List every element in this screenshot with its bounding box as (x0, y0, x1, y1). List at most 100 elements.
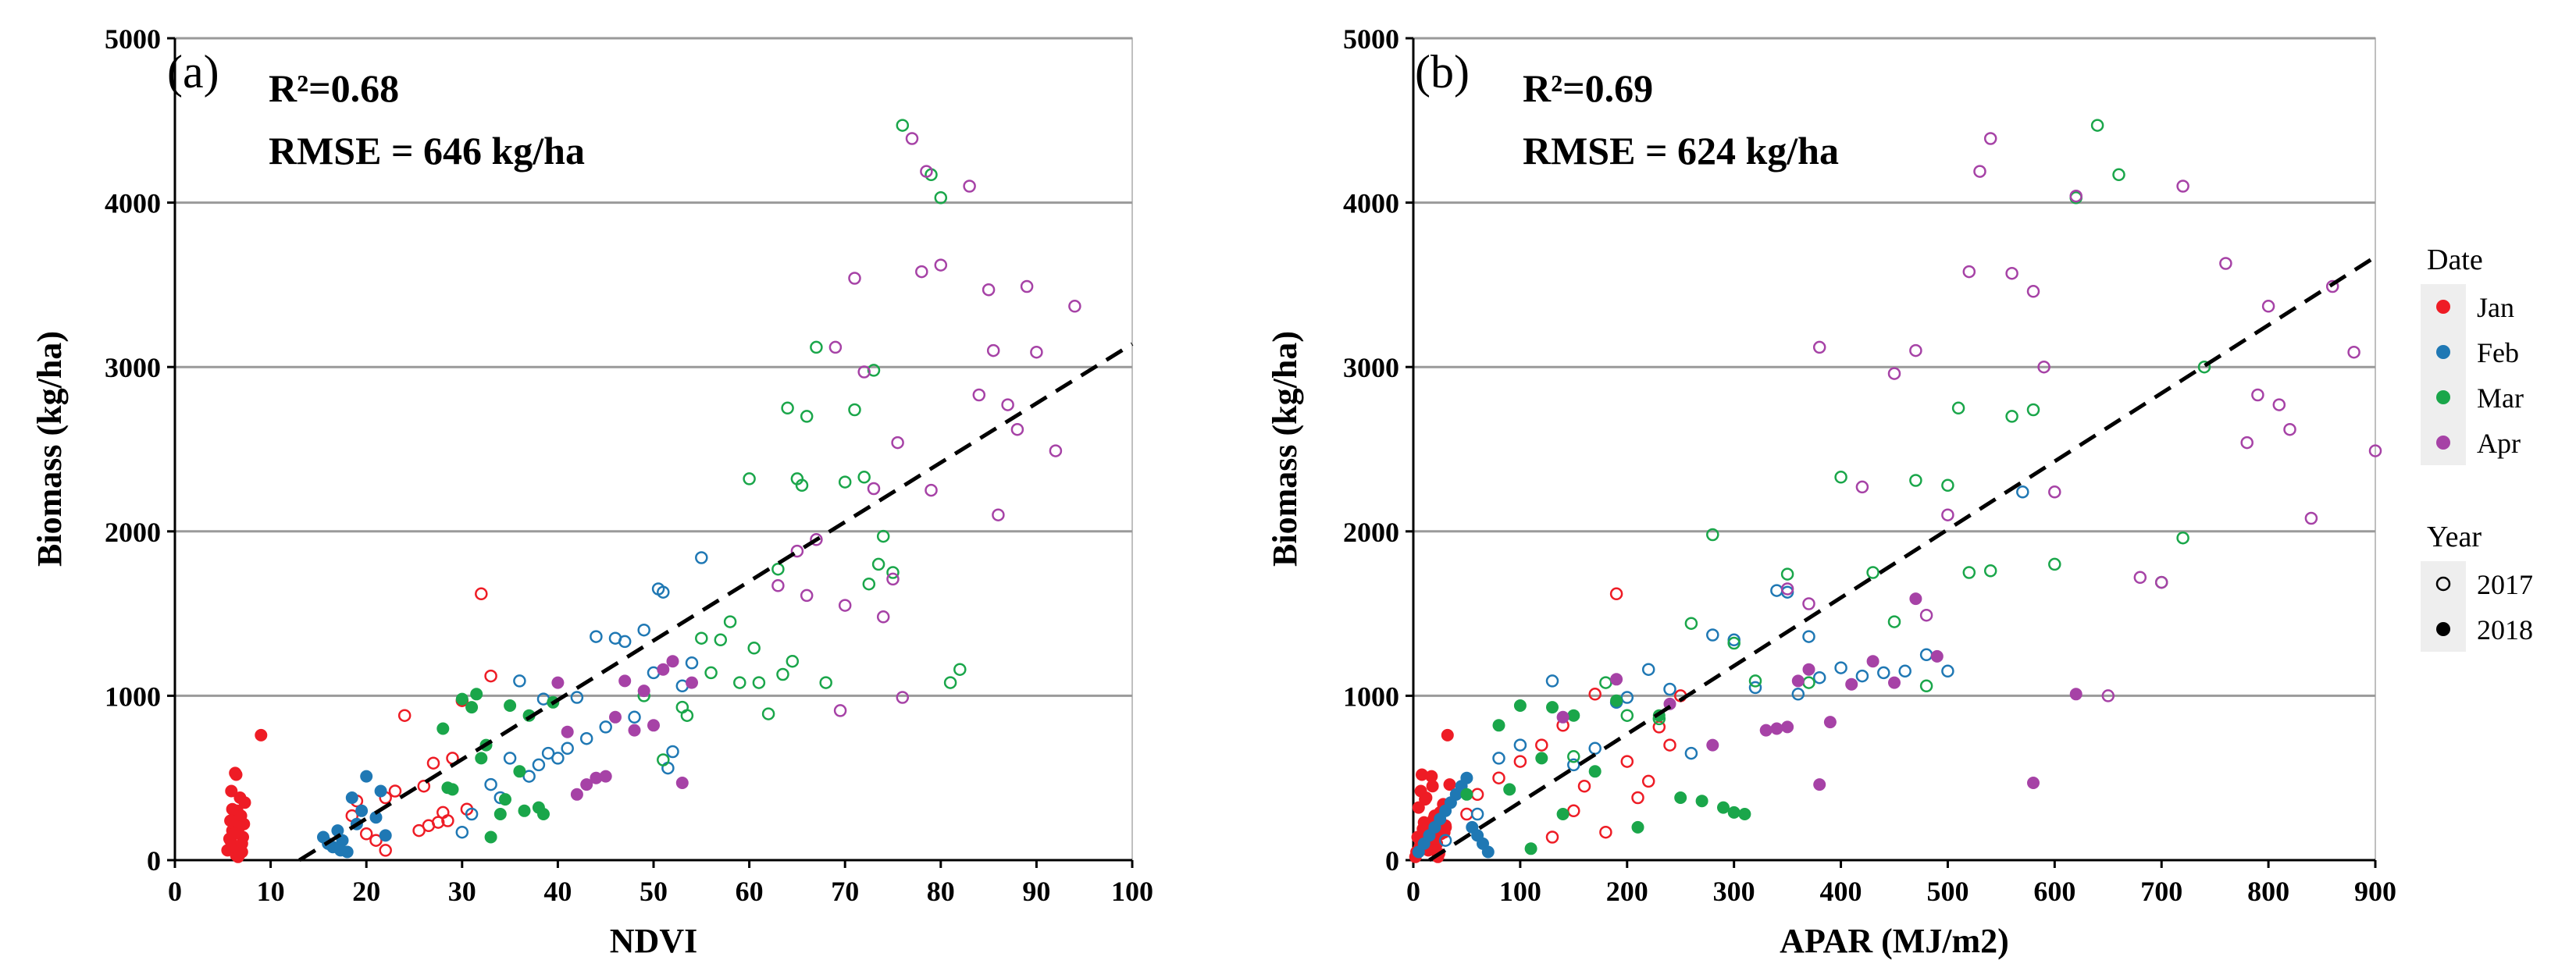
point-apr-2017 (2176, 180, 2189, 193)
point-feb-2017 (513, 674, 526, 688)
point-jan-2017 (359, 827, 373, 841)
point-mar-2017 (2090, 119, 2104, 132)
point-apr-2017 (915, 265, 928, 279)
point-mar-2017 (867, 364, 881, 377)
point-mar-2017 (1983, 564, 1997, 578)
point-jan-2018 (1426, 780, 1439, 793)
point-apr-2018 (561, 725, 574, 738)
point-jan-2017 (1631, 791, 1644, 805)
point-mar-2017 (1951, 401, 1965, 415)
point-jan-2017 (1609, 587, 1623, 601)
point-apr-2018 (1823, 716, 1837, 729)
point-jan-2018 (224, 814, 237, 827)
point-mar-2017 (1780, 567, 1794, 581)
y-tick-label: 1000 (105, 681, 161, 712)
point-mar-2017 (657, 753, 670, 766)
point-mar-2017 (871, 557, 885, 571)
x-tick-label: 10 (257, 876, 285, 907)
point-feb-2017 (1855, 669, 1869, 683)
point-mar-2018 (1556, 808, 1569, 820)
point-apr-2017 (2101, 689, 2115, 702)
point-apr-2017 (905, 132, 919, 145)
point-mar-2017 (862, 577, 876, 591)
point-apr-2018 (1909, 592, 1922, 606)
gridlines-a (175, 37, 1132, 697)
x-tick-label: 0 (168, 876, 182, 907)
point-apr-2017 (1010, 422, 1024, 436)
point-apr-2017 (992, 508, 1005, 521)
point-apr-2017 (1887, 367, 1901, 380)
regression-line-a (298, 342, 1134, 862)
point-mar-2017 (838, 475, 852, 489)
point-apr-2018 (580, 778, 593, 791)
point-mar-2018 (1524, 842, 1537, 855)
legend-swatch-jan (2436, 300, 2450, 314)
x-tick-label: 40 (543, 876, 572, 907)
point-mar-2017 (704, 666, 718, 680)
point-apr-2018 (637, 685, 650, 698)
point-jan-2018 (1416, 768, 1428, 781)
point-apr-2017 (1855, 480, 1869, 494)
point-apr-2017 (2026, 285, 2040, 298)
regression-line-b (1428, 254, 2377, 862)
point-mar-2018 (1631, 820, 1644, 834)
point-mar-2018 (493, 808, 507, 820)
point-feb-2018 (355, 804, 369, 817)
point-apr-2017 (925, 483, 938, 497)
legend-label-2018: 2018 (2477, 614, 2533, 645)
legend-swatch-open-circle (2435, 576, 2451, 592)
point-feb-2017 (1812, 670, 1826, 685)
point-apr-2018 (628, 724, 641, 737)
point-apr-2017 (2133, 571, 2147, 585)
point-apr-2018 (609, 710, 622, 724)
legend-label-feb: Feb (2477, 337, 2519, 368)
point-mar-2017 (1684, 617, 1698, 630)
point-feb-2017 (1834, 661, 1847, 674)
point-jan-2017 (1599, 825, 1612, 839)
y-tick-label: 0 (147, 845, 161, 877)
point-apr-2017 (833, 704, 847, 717)
point-jan-2018 (230, 768, 243, 781)
point-jan-2017 (417, 779, 431, 793)
point-apr-2017 (963, 180, 976, 193)
point-jan-2017 (426, 756, 440, 770)
point-jan-2017 (1577, 779, 1591, 793)
point-jan-2018 (234, 809, 248, 823)
point-mar-2017 (781, 401, 794, 415)
x-tick-label: 400 (1820, 876, 1862, 907)
panel-label-a: (a) (167, 46, 219, 98)
point-mar-2017 (934, 191, 948, 204)
point-apr-2017 (934, 258, 948, 272)
legend-swatch-mar (2436, 390, 2450, 404)
point-feb-2017 (522, 770, 536, 783)
point-mar-2018 (537, 808, 550, 820)
panel-a: 0 1000 2000 3000 4000 5000 0 10 20 30 40 50 60 70 80 9… (30, 23, 1153, 960)
y-tick-label: 3000 (1343, 352, 1399, 383)
point-apr-2017 (790, 544, 804, 558)
point-apr-2018 (657, 663, 670, 676)
point-feb-2017 (1802, 630, 1815, 643)
point-feb-2017 (599, 720, 612, 734)
point-feb-2018 (331, 824, 344, 838)
point-jan-2018 (238, 796, 251, 809)
point-apr-2017 (857, 365, 871, 379)
legend-item-mar: Mar (2421, 375, 2524, 420)
point-feb-2017 (1513, 738, 1527, 752)
point-feb-2017 (1706, 628, 1719, 642)
gridlines-b (1413, 37, 2375, 697)
x-tick-label: 20 (352, 876, 380, 907)
point-mar-2017 (953, 663, 967, 676)
point-apr-2018 (1845, 677, 1858, 691)
point-jan-2017 (1663, 738, 1676, 752)
point-apr-2017 (2069, 189, 2083, 203)
point-apr-2017 (1068, 300, 1081, 313)
point-mar-2017 (1706, 528, 1719, 542)
point-jan-2017 (484, 669, 497, 683)
point-mar-2017 (2048, 557, 2061, 571)
points-a (221, 119, 1081, 863)
x-tick-label: 0 (1406, 876, 1420, 907)
point-jan-2018 (1419, 793, 1432, 806)
point-apr-2017 (1001, 398, 1014, 411)
point-feb-2018 (345, 791, 358, 804)
point-mar-2017 (1962, 566, 1976, 579)
